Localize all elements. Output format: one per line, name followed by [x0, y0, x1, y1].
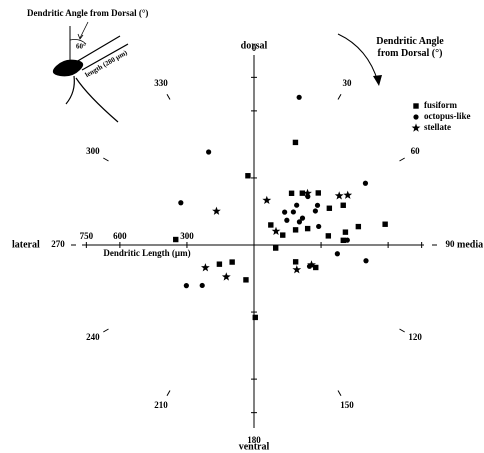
- radial-axis-label: Dendritic Length (µm): [103, 248, 190, 258]
- octopus-point: [312, 208, 318, 214]
- fusiform-point: [288, 190, 295, 196]
- stellate-point: [262, 195, 272, 204]
- fusiform-point: [245, 173, 251, 179]
- octopus-point: [334, 251, 340, 257]
- fusiform-point: [342, 229, 349, 235]
- annotation-arrowhead: [373, 75, 382, 86]
- angle-tick-label: 150: [340, 400, 354, 410]
- octopus-point: [299, 215, 306, 221]
- octopus-point: [282, 209, 288, 215]
- fusiform-point: [268, 222, 274, 228]
- legend-label: stellate: [424, 122, 451, 132]
- angle-tick-label: 240: [86, 332, 100, 342]
- fusiform-point: [340, 202, 346, 208]
- octopus-point: [294, 202, 300, 208]
- octopus-point: [363, 258, 369, 264]
- fusiform-point: [340, 237, 346, 244]
- stellate-point: [292, 265, 302, 274]
- fusiform-point: [355, 223, 362, 230]
- lateral-label: lateral: [12, 239, 40, 250]
- fusiform-point: [252, 314, 258, 321]
- angle-tick: [399, 328, 405, 333]
- octopus-point: [296, 219, 303, 225]
- stellate-point: [307, 260, 316, 269]
- octopus-point: [206, 149, 212, 155]
- legend-marker: [413, 103, 419, 109]
- fusiform-point: [382, 221, 388, 227]
- octopus-point: [362, 180, 369, 186]
- inset-sketch: [52, 21, 129, 123]
- radial-tick-label: 750: [80, 231, 94, 241]
- fusiform-point: [299, 190, 306, 196]
- angle-tick-label: 300: [86, 146, 100, 156]
- octopus-point: [183, 283, 189, 289]
- inset-title: Dendritic Angle from Dorsal (°): [27, 8, 148, 18]
- angle-tick-label: 330: [154, 78, 168, 88]
- octopus-point: [344, 237, 350, 243]
- fusiform-point: [272, 245, 279, 251]
- fusiform-point: [292, 139, 299, 146]
- dorsal-label: dorsal: [241, 40, 268, 51]
- octopus-point: [284, 217, 290, 223]
- angle-tick: [166, 390, 171, 396]
- annotation-arrow: [337, 33, 379, 83]
- fusiform-point: [313, 264, 319, 271]
- fusiform-point: [315, 190, 321, 196]
- inset-angle: 60°: [76, 43, 86, 51]
- angle-tick: [103, 328, 109, 333]
- stellate-point: [221, 272, 231, 281]
- legend-marker: [411, 123, 421, 132]
- fusiform-point: [304, 225, 311, 232]
- media-label: media: [457, 239, 483, 250]
- fusiform-point: [325, 233, 332, 239]
- annotation: Dendritic Angle from Dorsal (°): [376, 36, 444, 59]
- ventral-label: ventral: [239, 441, 270, 452]
- octopus-point: [199, 282, 205, 289]
- angle-tick-label: 120: [408, 332, 422, 342]
- angle-tick: [399, 157, 405, 162]
- stellate-point: [334, 191, 344, 200]
- legend-label: octopus-like: [424, 111, 471, 121]
- stellate-point: [212, 206, 221, 215]
- stellate-point: [271, 226, 281, 235]
- fusiform-point: [292, 259, 299, 265]
- octopus-point: [296, 94, 302, 100]
- angle-tick: [103, 157, 109, 162]
- octopus-point: [316, 223, 322, 230]
- angle-tick-label: 210: [154, 400, 168, 410]
- stellate-point: [343, 190, 353, 199]
- stellate-point: [303, 188, 312, 197]
- radial-tick-label: 300: [180, 231, 194, 241]
- angle-tick-label: 30: [343, 78, 353, 88]
- fusiform-point: [292, 227, 299, 233]
- angle-tick: [337, 94, 342, 100]
- angle-tick: [166, 94, 171, 100]
- legend-marker: [413, 114, 419, 120]
- radial-tick-label: 600: [113, 231, 127, 241]
- fusiform-point: [229, 259, 235, 265]
- angle-tick-label: 180: [247, 435, 261, 445]
- fusiform-point: [243, 277, 249, 283]
- fusiform-point: [216, 261, 223, 267]
- legend-label: fusiform: [424, 100, 457, 110]
- angle-tick-label: 0: [252, 43, 257, 53]
- angle-tick-label: 90: [446, 239, 456, 249]
- octopus-point: [178, 200, 184, 206]
- fusiform-point: [173, 236, 179, 243]
- fusiform-point: [280, 232, 286, 238]
- angle-tick-label: 270: [51, 239, 65, 249]
- angle-tick-label: 60: [411, 146, 421, 156]
- stellate-point: [201, 263, 210, 272]
- octopus-point: [314, 202, 321, 208]
- octopus-point: [290, 209, 296, 215]
- fusiform-point: [326, 205, 333, 211]
- angle-tick: [337, 390, 342, 396]
